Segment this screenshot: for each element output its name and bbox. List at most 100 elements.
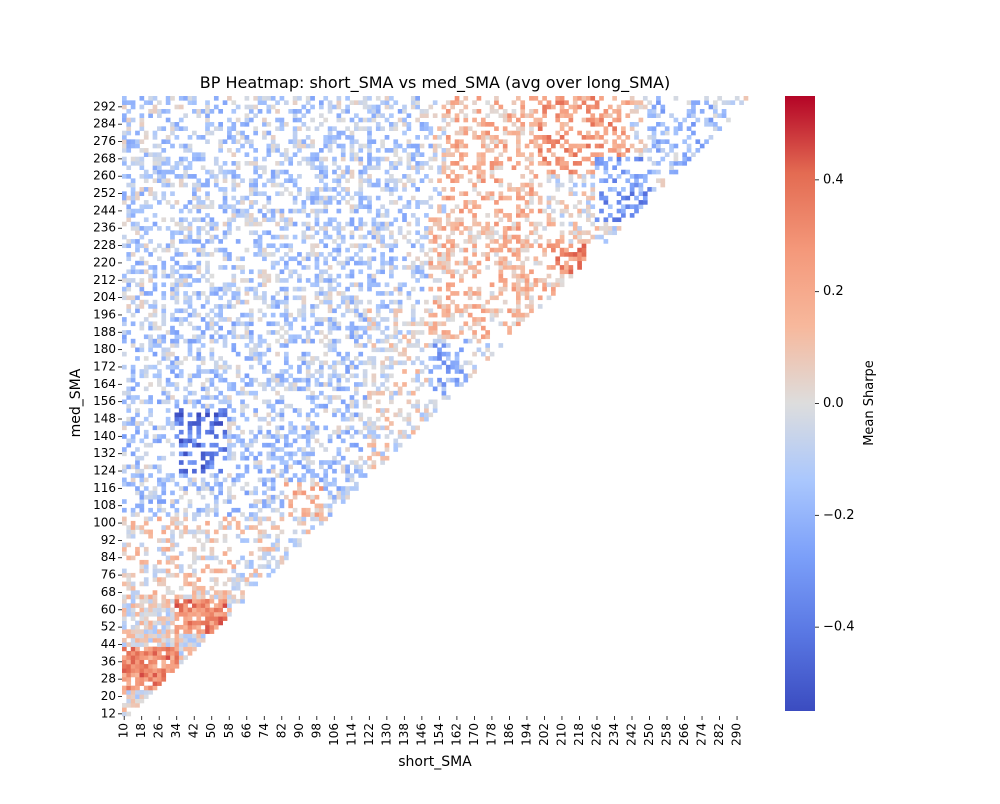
heatmap-cell: [568, 243, 574, 249]
heatmap-cell: [349, 403, 355, 409]
heatmap-cell: [174, 161, 180, 166]
heatmap-cell: [187, 607, 193, 613]
heatmap-cell: [253, 165, 259, 171]
heatmap-cell: [305, 187, 311, 192]
heatmap-cell: [135, 408, 140, 413]
heatmap-cell: [222, 191, 228, 197]
heatmap-cell: [288, 464, 294, 470]
heatmap-cell: [419, 234, 425, 240]
heatmap-cell: [389, 399, 394, 405]
heatmap-cell: [143, 559, 149, 565]
heatmap-cell: [209, 460, 215, 465]
heatmap-cell: [542, 96, 547, 101]
heatmap-cell: [279, 299, 285, 305]
heatmap-cell: [135, 659, 140, 665]
heatmap-cell: [511, 165, 517, 171]
heatmap-cell: [590, 104, 596, 110]
heatmap-cell: [371, 421, 377, 426]
heatmap-cell: [270, 135, 276, 140]
heatmap-cell: [529, 182, 534, 188]
heatmap-cell: [410, 286, 416, 292]
heatmap-cell: [708, 122, 714, 127]
heatmap-cell: [178, 278, 184, 283]
heatmap-cell: [253, 286, 259, 292]
heatmap-cell: [515, 278, 521, 283]
heatmap-cell: [205, 529, 210, 535]
heatmap-cell: [594, 135, 600, 140]
heatmap-cell: [288, 442, 294, 448]
heatmap-cell: [270, 542, 276, 548]
heatmap-cell: [240, 178, 245, 184]
heatmap-cell: [139, 174, 145, 179]
heatmap-cell: [406, 230, 412, 236]
heatmap-cell: [235, 507, 241, 513]
heatmap-cell: [152, 156, 158, 162]
heatmap-cell: [362, 325, 368, 331]
heatmap-cell: [507, 182, 512, 188]
heatmap-cell: [227, 603, 232, 608]
heatmap-cell: [318, 520, 324, 526]
heatmap-cell: [384, 178, 390, 184]
heatmap-cell: [266, 278, 272, 283]
heatmap-cell: [139, 481, 145, 487]
heatmap-cell: [122, 685, 127, 691]
heatmap-cell: [297, 334, 302, 340]
heatmap-cell: [354, 468, 359, 474]
heatmap-cell: [292, 182, 298, 188]
heatmap-cell: [218, 590, 223, 595]
heatmap-cell: [183, 265, 188, 270]
heatmap-cell: [577, 226, 582, 231]
heatmap-cell: [187, 321, 193, 327]
heatmap-cell: [196, 239, 202, 244]
heatmap-cell: [559, 104, 565, 110]
heatmap-cell: [323, 221, 329, 227]
heatmap-cell: [410, 178, 416, 184]
heatmap-cell: [218, 598, 223, 604]
heatmap-cell: [406, 356, 412, 361]
heatmap-cell: [148, 499, 153, 504]
heatmap-cell: [327, 317, 333, 322]
heatmap-cell: [441, 252, 447, 257]
heatmap-cell: [367, 338, 372, 344]
heatmap-cell: [170, 637, 175, 643]
heatmap-cell: [143, 260, 149, 266]
heatmap-cell: [402, 234, 407, 240]
heatmap-cell: [152, 343, 158, 348]
heatmap-cell: [244, 208, 250, 214]
heatmap-cell: [380, 156, 385, 162]
heatmap-cell: [472, 369, 477, 374]
heatmap-cell: [577, 143, 582, 149]
heatmap-cell: [152, 269, 158, 275]
heatmap-cell: [231, 408, 237, 413]
heatmap-cell: [419, 382, 425, 387]
heatmap-cell: [472, 243, 477, 249]
heatmap-cell: [213, 178, 219, 184]
heatmap-cell: [362, 434, 368, 439]
heatmap-cell: [625, 178, 631, 184]
heatmap-cell: [660, 139, 666, 144]
heatmap-cell: [161, 282, 167, 288]
heatmap-cell: [594, 130, 600, 136]
heatmap-cell: [406, 165, 412, 171]
heatmap-cell: [244, 382, 250, 387]
heatmap-cell: [244, 330, 250, 335]
heatmap-cell: [135, 546, 140, 552]
heatmap-cell: [275, 399, 280, 405]
heatmap-cell: [122, 642, 127, 647]
heatmap-cell: [262, 299, 267, 305]
heatmap-cell: [213, 473, 219, 478]
heatmap-cell: [292, 100, 298, 105]
heatmap-cell: [647, 126, 652, 131]
heatmap-cell: [196, 598, 202, 604]
heatmap-cell: [126, 282, 132, 288]
heatmap-cell: [248, 390, 254, 396]
heatmap-cell: [467, 239, 473, 244]
heatmap-cell: [393, 330, 399, 335]
heatmap-cell: [126, 659, 132, 665]
heatmap-cell: [143, 546, 149, 552]
heatmap-cell: [384, 317, 390, 322]
heatmap-cell: [161, 646, 167, 652]
heatmap-cell: [327, 100, 333, 105]
heatmap-cell: [213, 338, 219, 344]
x-tick-label: 178: [484, 723, 498, 746]
